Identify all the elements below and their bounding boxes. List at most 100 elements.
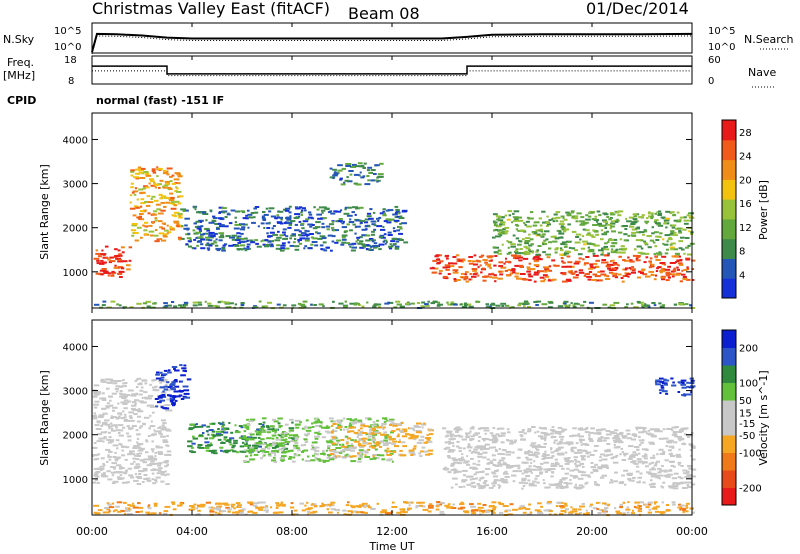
power-cell-4 bbox=[569, 265, 575, 268]
velocity-cell-0 bbox=[144, 397, 151, 400]
velocity-cell-5 bbox=[463, 485, 466, 488]
velocity-cell-4 bbox=[394, 445, 399, 448]
velocity-cell-0 bbox=[131, 401, 137, 404]
velocity-cell-5 bbox=[529, 468, 536, 471]
power-cell-4 bbox=[578, 257, 582, 260]
power-cell-5 bbox=[539, 228, 543, 231]
power-cell-1 bbox=[158, 186, 161, 189]
power-cell-4 bbox=[586, 275, 592, 278]
velocity-cell-5 bbox=[566, 467, 570, 470]
velocity-cell-3 bbox=[304, 425, 307, 428]
power-cell-2 bbox=[396, 229, 401, 232]
power-cell-6 bbox=[361, 305, 365, 308]
power-cell-4 bbox=[452, 271, 459, 274]
power-cell-1 bbox=[159, 167, 163, 170]
power-cell-2 bbox=[376, 217, 380, 220]
velocity-cell-4 bbox=[426, 434, 429, 437]
velocity-cell-7 bbox=[263, 509, 269, 512]
power-cell-2 bbox=[204, 236, 211, 239]
velocity-cell-5 bbox=[554, 463, 560, 466]
velocity-cell-5 bbox=[593, 449, 598, 452]
power-cell-1 bbox=[151, 195, 156, 198]
power-cell-4 bbox=[614, 276, 618, 279]
power-cell-5 bbox=[514, 223, 518, 226]
power-cell-2 bbox=[284, 209, 290, 212]
velocity-ytick-label: 2000 bbox=[63, 431, 88, 442]
power-cell-5 bbox=[598, 249, 604, 252]
power-cell-2 bbox=[187, 232, 191, 235]
power-cbar-segment bbox=[722, 159, 736, 180]
velocity-cell-5 bbox=[613, 435, 620, 438]
velocity-cell-0 bbox=[134, 408, 138, 411]
power-cell-1 bbox=[156, 208, 161, 211]
velocity-cell-5 bbox=[602, 439, 607, 442]
power-cell-2 bbox=[216, 227, 220, 230]
power-cell-5 bbox=[654, 222, 661, 225]
power-cell-1 bbox=[159, 226, 163, 229]
velocity-cell-5 bbox=[601, 458, 608, 461]
velocity-cell-0 bbox=[155, 480, 158, 483]
power-cell-6 bbox=[180, 306, 186, 308]
power-cell-5 bbox=[515, 252, 521, 255]
velocity-cell-7 bbox=[427, 510, 432, 513]
power-cell-5 bbox=[654, 212, 657, 215]
power-cell-4 bbox=[515, 272, 520, 275]
velocity-cell-5 bbox=[447, 471, 451, 473]
velocity-cell-5 bbox=[569, 478, 572, 481]
velocity-cell-5 bbox=[676, 455, 682, 458]
power-cell-4 bbox=[565, 278, 571, 281]
velocity-cell-7 bbox=[112, 510, 116, 513]
velocity-cell-0 bbox=[106, 381, 112, 384]
power-cell-1 bbox=[162, 169, 167, 172]
velocity-cell-5 bbox=[499, 453, 502, 455]
velocity-cell-4 bbox=[330, 450, 334, 453]
power-cell-5 bbox=[665, 226, 668, 229]
power-cell-5 bbox=[587, 250, 591, 253]
power-cell-1 bbox=[151, 170, 156, 172]
velocity-cell-5 bbox=[461, 479, 468, 482]
power-cell-4 bbox=[481, 267, 485, 270]
velocity-cell-4 bbox=[412, 447, 417, 450]
velocity-cell-7 bbox=[138, 506, 144, 509]
power-cell-2 bbox=[234, 244, 240, 247]
velocity-cell-7 bbox=[622, 501, 626, 504]
power-cell-4 bbox=[512, 271, 516, 274]
velocity-cell-5 bbox=[523, 469, 527, 472]
power-cell-2 bbox=[335, 220, 339, 223]
power-cell-2 bbox=[312, 237, 318, 240]
velocity-cell-0 bbox=[138, 400, 144, 403]
power-cell-2 bbox=[344, 206, 347, 209]
velocity-cell-7 bbox=[293, 509, 298, 512]
velocity-cell-7 bbox=[660, 511, 665, 514]
power-cell-5 bbox=[532, 224, 538, 227]
power-cell-5 bbox=[558, 230, 562, 233]
power-cell-1 bbox=[167, 188, 171, 191]
velocity-cell-5 bbox=[581, 465, 585, 468]
power-cell-2 bbox=[348, 243, 355, 246]
power-cell-2 bbox=[394, 205, 399, 208]
velocity-cell-5 bbox=[485, 473, 489, 476]
power-cell-2 bbox=[215, 238, 218, 241]
power-cell-4 bbox=[604, 274, 608, 277]
velocity-cell-3 bbox=[249, 447, 255, 450]
velocity-cell-7 bbox=[499, 511, 504, 514]
power-cell-1 bbox=[140, 198, 145, 201]
velocity-cell-7 bbox=[665, 504, 670, 506]
power-cell-5 bbox=[546, 223, 551, 226]
velocity-cell-4 bbox=[401, 441, 406, 444]
velocity-cell-0 bbox=[143, 423, 146, 426]
power-cell-5 bbox=[664, 234, 671, 237]
velocity-cell-0 bbox=[108, 395, 113, 398]
velocity-cell-5 bbox=[587, 475, 591, 478]
velocity-cell-5 bbox=[664, 459, 669, 462]
velocity-cell-0 bbox=[105, 405, 111, 408]
velocity-cell-5 bbox=[527, 451, 533, 454]
velocity-cell-7 bbox=[685, 506, 689, 509]
velocity-ytick-label: 3000 bbox=[63, 387, 88, 398]
velocity-cell-4 bbox=[371, 424, 377, 427]
velocity-cell-7 bbox=[444, 504, 450, 507]
velocity-cell-4 bbox=[380, 433, 387, 436]
power-cell-1 bbox=[134, 239, 139, 242]
power-cell-4 bbox=[608, 269, 613, 271]
velocity-cell-5 bbox=[689, 434, 694, 437]
